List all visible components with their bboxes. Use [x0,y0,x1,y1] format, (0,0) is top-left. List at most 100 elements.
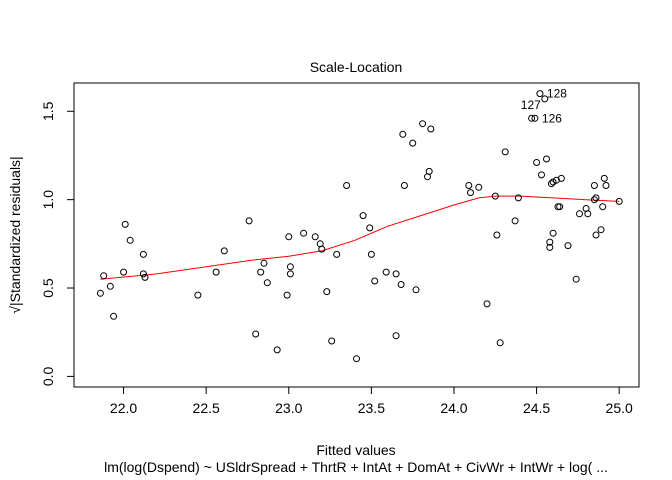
data-point [96,289,104,297]
x-axis-title: Fitted values [316,442,395,458]
x-tick-label: 24.0 [440,400,467,416]
data-point [511,217,519,225]
data-point [263,279,271,287]
data-point [126,236,134,244]
data-point [496,339,504,347]
data-point [300,229,308,237]
data-point [139,250,147,258]
data-point [392,332,400,340]
data-point [531,114,539,122]
data-point [323,288,331,296]
data-point [285,233,293,241]
x-tick-label: 23.0 [275,400,302,416]
data-point [110,312,118,320]
data-point [592,194,600,202]
data-point [615,197,623,205]
data-point [252,330,260,338]
data-point [283,291,291,299]
data-point [541,95,549,103]
data-point [141,273,149,281]
data-point [547,180,555,188]
data-point [597,226,605,234]
data-point [333,250,341,258]
x-tick-label: 22.0 [110,400,137,416]
data-point [599,203,607,211]
data-point [501,148,509,156]
data-point [533,159,541,166]
data-point [584,210,592,218]
y-tick-label: 1.0 [40,190,56,210]
data-point [397,281,405,288]
data-point [546,243,554,251]
y-tick-label: 1.5 [40,101,56,121]
data-point [286,263,294,271]
data-point [328,337,336,345]
data-point [467,189,474,197]
data-point [412,286,420,294]
data-point [359,212,367,220]
data-point [399,130,407,138]
x-tick-label: 23.5 [358,400,385,416]
data-point [245,217,253,225]
data-point [576,210,583,218]
data-point [367,250,375,258]
point-label-126: 126 [542,111,562,125]
data-point [106,282,114,290]
data-point [564,242,572,250]
data-point [194,291,202,299]
point-label-127: 127 [521,98,541,112]
data-point [546,238,554,246]
x-tick-label: 24.5 [523,400,550,416]
data-point [427,125,435,133]
data-point [286,270,294,278]
x-tick-label: 22.5 [193,400,220,416]
data-point [139,270,147,278]
data-point [382,268,390,276]
data-point [425,167,433,175]
data-point [273,346,281,354]
y-tick-label: 0.5 [40,278,56,298]
data-point [419,120,427,128]
data-point [556,203,564,211]
data-point [538,171,545,179]
data-point [409,139,417,147]
x-tick-label: 25.0 [606,400,633,416]
data-point [353,355,360,363]
data-point [572,275,580,283]
data-point [121,220,129,228]
data-point [120,268,128,276]
data-point [343,182,351,189]
data-point [220,247,228,255]
data-point [590,196,598,204]
data-point [392,270,400,278]
y-tick-label: 0.0 [40,366,56,386]
data-point [602,182,610,189]
data-point [549,229,557,237]
data-point [514,194,522,202]
chart-title: Scale-Location [310,59,403,75]
data-point [483,300,491,308]
data-point [465,182,473,189]
x-axis: 22.0 22.5 23.0 23.5 24.0 24.5 25.0 [110,386,633,416]
data-point [311,233,319,241]
data-point [557,174,565,182]
data-point [590,182,598,189]
data-point [536,90,544,98]
data-point [257,268,265,276]
data-point [549,178,557,186]
data-point [493,231,501,239]
data-point [318,245,326,253]
y-axis: 0.0 0.5 1.0 1.5 [40,101,75,386]
data-point [400,182,408,189]
data-points [96,90,623,363]
data-point [543,155,550,163]
data-point [212,268,220,276]
plot-frame [73,82,640,388]
chart-subtitle: lm(log(Dspend) ~ USldrSpread + ThrtR + I… [104,459,608,475]
data-point [100,272,108,280]
data-point [475,183,483,191]
data-point [592,231,600,239]
data-point [366,224,374,232]
